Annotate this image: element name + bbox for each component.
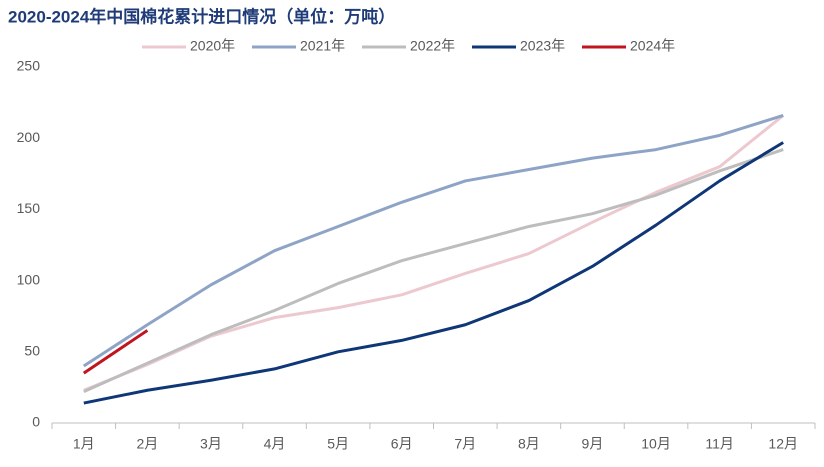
series-line [82, 329, 149, 375]
legend-label: 2023年 [520, 38, 565, 54]
series-line [83, 148, 784, 394]
legend-label: 2022年 [410, 38, 455, 54]
y-tick-label: 150 [17, 200, 41, 216]
x-tick-label: 5月 [327, 436, 349, 452]
y-tick-label: 50 [24, 343, 40, 359]
x-tick-label: 12月 [768, 436, 798, 452]
x-tick-label: 4月 [264, 436, 286, 452]
chart-title: 2020-2024年中国棉花累计进口情况（单位：万吨） [8, 6, 395, 26]
y-tick-label: 200 [17, 129, 41, 145]
x-tick-label: 3月 [200, 436, 222, 452]
x-tick-label: 9月 [582, 436, 604, 452]
x-tick-label: 7月 [454, 436, 476, 452]
x-tick-label: 8月 [518, 436, 540, 452]
series-line [83, 141, 784, 405]
x-tick-label: 2月 [136, 436, 158, 452]
x-tick-label: 6月 [391, 436, 413, 452]
y-tick-label: 250 [17, 58, 41, 74]
x-tick-label: 1月 [73, 436, 95, 452]
x-tick-label: 11月 [705, 436, 734, 452]
legend-label: 2021年 [300, 38, 345, 54]
series-line [82, 113, 784, 368]
x-tick-label: 10月 [641, 436, 671, 452]
y-tick-label: 0 [32, 414, 40, 430]
legend-label: 2020年 [190, 38, 235, 54]
y-tick-label: 100 [17, 271, 41, 287]
legend-label: 2024年 [630, 38, 675, 54]
